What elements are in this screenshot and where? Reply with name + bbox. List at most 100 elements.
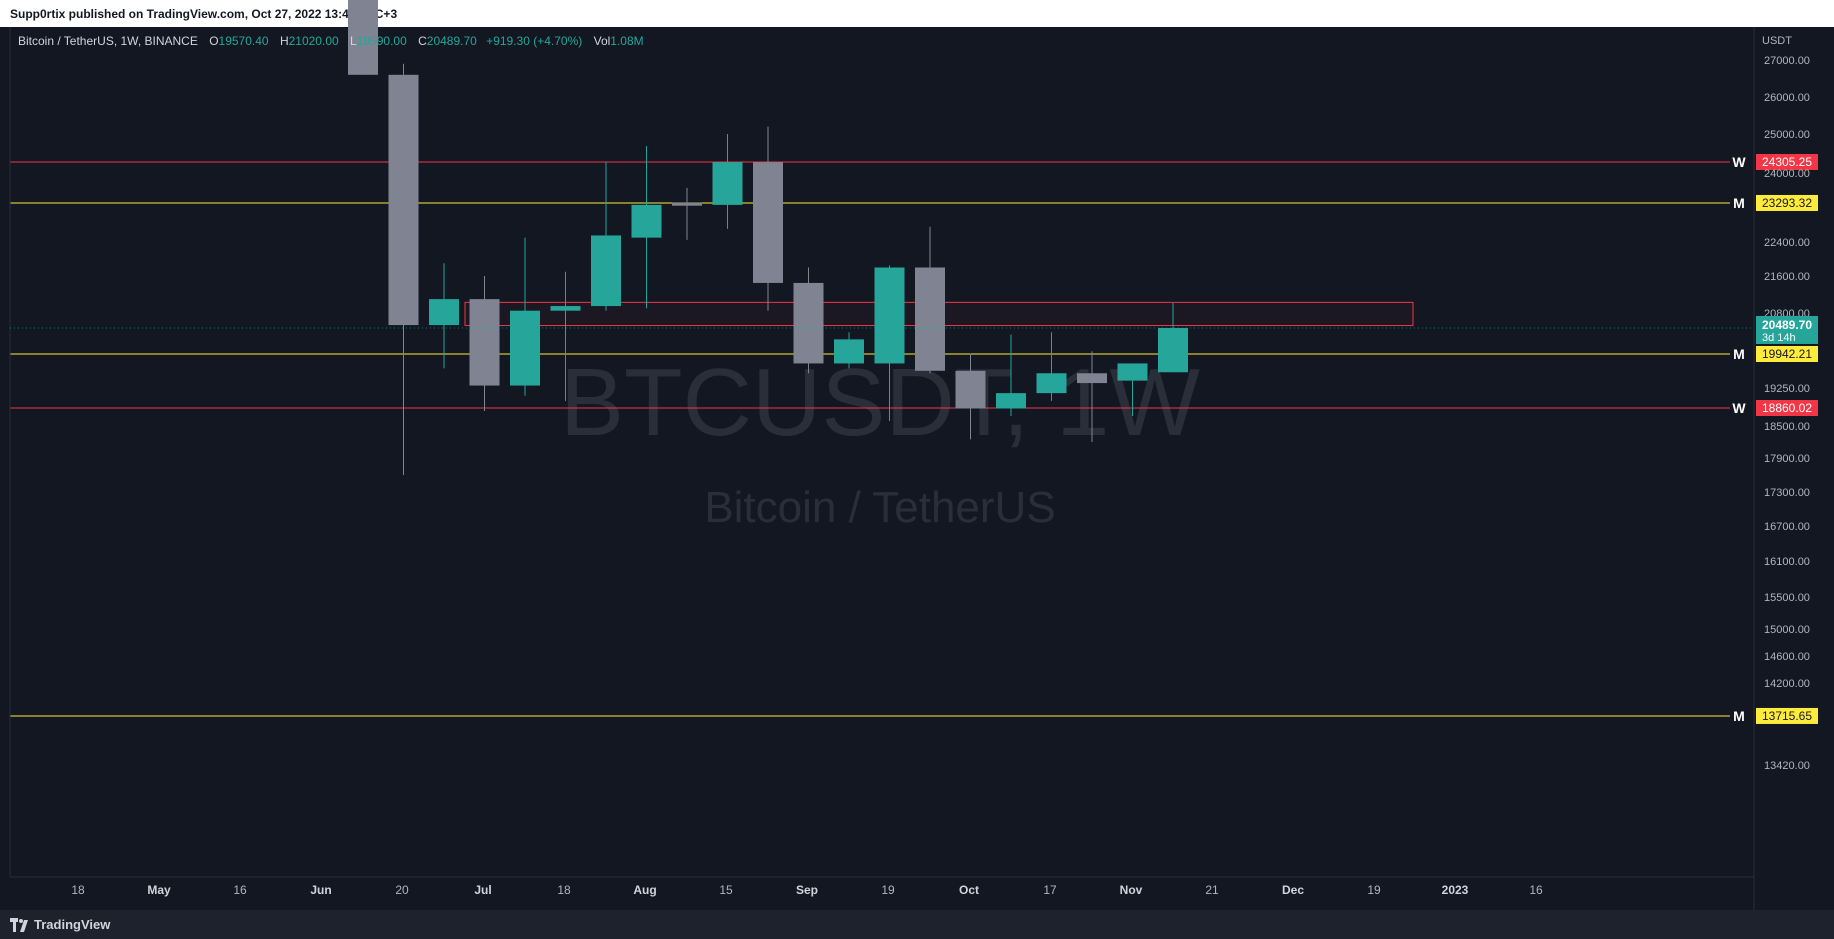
current-price-value: 20489.70: [1762, 318, 1812, 332]
x-tick-label: 18: [557, 883, 571, 897]
level-tag: M: [1733, 346, 1745, 362]
chart-watermark: BTCUSDT, 1W Bitcoin / TetherUS: [560, 349, 1200, 532]
x-tick-label: Sep: [796, 883, 818, 897]
candle-body: [753, 162, 783, 283]
level-tag: W: [1732, 400, 1746, 416]
x-tick-label: 18: [71, 883, 85, 897]
legend-l-label: L: [350, 34, 357, 48]
y-tick-label: 15000.00: [1764, 624, 1810, 636]
level-price-badge: [1756, 707, 1818, 724]
y-tick-label: 22400.00: [1764, 237, 1810, 249]
candle-body: [1077, 373, 1107, 384]
legend-open: 19570.40: [218, 34, 269, 48]
x-tick-label: 19: [1367, 883, 1381, 897]
legend-vol-label: Vol: [593, 34, 611, 48]
candle-body: [429, 299, 459, 326]
level-price-label: 23293.32: [1762, 196, 1812, 210]
level-tag: W: [1732, 154, 1746, 170]
candle-body: [348, 0, 378, 75]
y-tick-label: 14600.00: [1764, 651, 1810, 663]
candle-body: [631, 204, 662, 238]
y-tick-label: 26000.00: [1764, 92, 1810, 104]
candle-body: [1117, 363, 1148, 381]
x-tick-label: May: [147, 883, 171, 897]
x-tick-label: Jul: [474, 883, 491, 897]
footer-brand: TradingView: [34, 917, 111, 932]
x-tick-label: Dec: [1282, 883, 1304, 897]
y-tick-label: 25000.00: [1764, 129, 1810, 141]
y-tick-label: 15500.00: [1764, 592, 1810, 604]
level-lines: W 24305.25 M 23293.32 M 19942.21 W 18860.02 M 137…: [10, 153, 1818, 724]
footer-bar: TradingView: [0, 910, 1834, 939]
level-price-label: 18860.02: [1762, 401, 1812, 415]
y-tick-label: 27000.00: [1764, 55, 1810, 67]
x-tick-label: 2023: [1442, 883, 1469, 897]
level-price-label: 19942.21: [1762, 347, 1812, 361]
tradingview-logo[interactable]: TradingView: [10, 917, 110, 932]
y-tick-label: 17300.00: [1764, 487, 1810, 499]
level-price-badge: [1756, 153, 1818, 170]
x-tick-label: 16: [233, 883, 247, 897]
y-tick-label: 18500.00: [1764, 421, 1810, 433]
y-tick-label: 17900.00: [1764, 453, 1810, 465]
chart-area[interactable]: [0, 27, 1834, 910]
x-tick-label: 15: [719, 883, 733, 897]
bar-countdown: 3d 14h: [1762, 332, 1796, 344]
symbol-legend: Bitcoin / TetherUS, 1W, BINANCE O19570.4…: [18, 34, 644, 48]
legend-close: 20489.70: [426, 34, 477, 48]
x-tick-label: Jun: [310, 883, 331, 897]
x-tick-label: 19: [881, 883, 895, 897]
candle-body: [955, 370, 986, 409]
level-price-badge: [1756, 345, 1818, 362]
publish-text: Supp0rtix published on TradingView.com, …: [10, 7, 398, 21]
y-tick-label: 14200.00: [1764, 678, 1810, 690]
candle-body: [1158, 327, 1188, 373]
candle-body: [591, 235, 621, 307]
publish-header: Supp0rtix published on TradingView.com, …: [0, 0, 1834, 27]
level-price-badge: [1756, 194, 1818, 211]
axis-currency-label: USDT: [1762, 35, 1792, 47]
candle-body: [672, 202, 702, 206]
y-tick-label: 19250.00: [1764, 383, 1810, 395]
legend-volume: 1.08M: [610, 34, 644, 48]
y-tick-label: 13420.00: [1764, 760, 1810, 772]
candle-body: [834, 339, 864, 364]
level-price-badge: [1756, 399, 1818, 416]
candle-body: [874, 267, 905, 364]
y-tick-label: 16700.00: [1764, 521, 1810, 533]
watermark-ticker: BTCUSDT, 1W: [560, 349, 1200, 456]
candle-body: [388, 74, 419, 326]
level-price-label: 13715.65: [1762, 709, 1812, 723]
current-price-badge: [1756, 315, 1818, 344]
tradingview-logo-icon: [10, 917, 28, 932]
candles: [348, 0, 1188, 475]
level-tag: M: [1733, 195, 1745, 211]
candle-body: [915, 267, 945, 371]
legend-o-label: O: [209, 34, 219, 48]
watermark-name: Bitcoin / TetherUS: [704, 483, 1055, 532]
legend-change: +919.30 (+4.70%): [486, 34, 583, 48]
level-price-label: 24305.25: [1762, 155, 1812, 169]
x-tick-label: Oct: [959, 883, 979, 897]
x-tick-label: 20: [395, 883, 409, 897]
legend-c-label: C: [418, 34, 427, 48]
candle-body: [1036, 373, 1067, 394]
y-tick-label: 24000.00: [1764, 168, 1810, 180]
axes: USDT 27000.00 26000.00 25000.00 24000.00 2240…: [9, 27, 1818, 910]
y-tick-label: 16100.00: [1764, 556, 1810, 568]
level-tag: M: [1733, 708, 1745, 724]
candle-body: [469, 299, 500, 386]
legend-low: 19590.00: [356, 34, 407, 48]
candle-body: [793, 282, 824, 364]
x-tick-label: 21: [1205, 883, 1219, 897]
x-tick-label: Aug: [633, 883, 656, 897]
candle-body: [510, 310, 540, 386]
legend-symbol: Bitcoin / TetherUS, 1W, BINANCE: [18, 34, 198, 48]
x-tick-label: Nov: [1120, 883, 1143, 897]
x-tick-label: 16: [1529, 883, 1543, 897]
candle-body: [550, 306, 581, 311]
candle-body: [712, 162, 743, 205]
x-tick-label: 17: [1043, 883, 1057, 897]
legend-h-label: H: [279, 34, 289, 48]
